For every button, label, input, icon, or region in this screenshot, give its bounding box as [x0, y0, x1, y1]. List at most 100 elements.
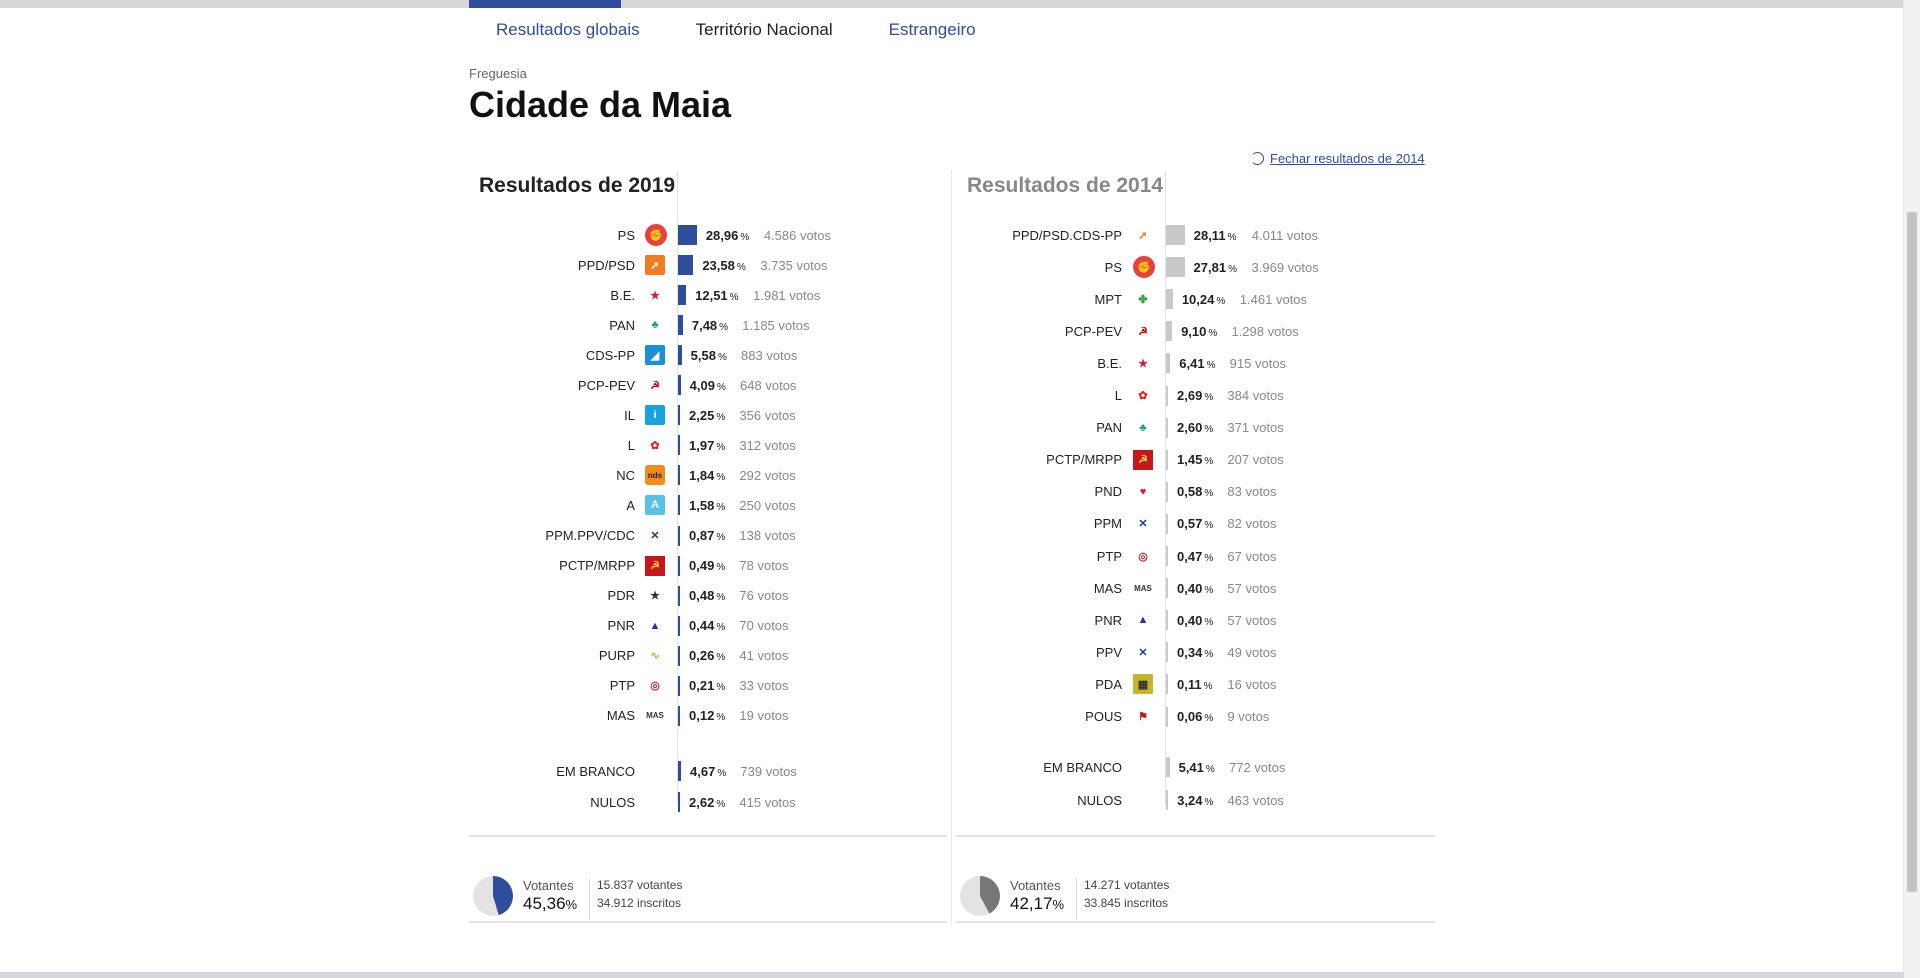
result-percentage: 0,34%	[1177, 644, 1214, 660]
turnout-label: Votantes	[1010, 878, 1061, 893]
pctp-icon: ☭	[1133, 449, 1153, 470]
result-bar	[1166, 257, 1185, 278]
party-name: MPT	[1094, 291, 1122, 307]
party-name: PPD/PSD.CDS-PP	[1012, 227, 1122, 243]
party-row: B.E. ★ 12,51% 1.981 votos	[469, 282, 949, 308]
result-votes: 76 votos	[739, 588, 789, 604]
party-name: PAN	[1096, 420, 1122, 436]
result-votes: 772 votos	[1229, 759, 1286, 775]
result-votes: 67 votos	[1227, 548, 1277, 564]
result-bar	[678, 495, 680, 516]
party-name: PDA	[1095, 676, 1122, 692]
result-bar	[678, 225, 697, 245]
party-row: A A 1,58% 250 votos	[469, 492, 949, 518]
be-icon: ★	[650, 289, 660, 302]
result-votes: 415 votos	[739, 794, 796, 810]
result-votes: 1.981 votos	[753, 287, 821, 303]
ppv-icon: ✕	[1138, 646, 1148, 659]
voters-count: 14.271 votantes	[1084, 878, 1170, 892]
result-percentage: 0,48%	[689, 588, 726, 604]
party-row: MAS MAS 0,40% 57 votos	[956, 575, 1436, 601]
result-votes: 250 votos	[739, 497, 796, 513]
party-name: PNR	[1094, 612, 1122, 628]
tab-territorio-nacional[interactable]: Território Nacional	[695, 20, 833, 39]
result-percentage: 0,11%	[1177, 676, 1213, 692]
party-name: PDR	[607, 588, 635, 604]
result-bar	[1166, 385, 1168, 406]
party-row: MPT ✤ 10,24% 1.461 votos	[956, 286, 1436, 312]
result-bar	[678, 255, 694, 276]
pctp-icon: ☭	[645, 555, 665, 576]
livre-icon: ✿	[650, 439, 660, 452]
panel-divider	[951, 170, 952, 925]
party-row: PPM.PPV/CDC ✕ 0,87% 138 votos	[469, 523, 949, 549]
livre-icon: ✿	[1138, 390, 1148, 402]
result-votes: 4.586 votos	[763, 227, 832, 243]
result-votes: 1.461 votos	[1239, 291, 1308, 307]
page-title: Cidade da Maia	[469, 84, 732, 125]
pous-icon: ⚑	[1138, 711, 1148, 723]
result-percentage: 10,24%	[1181, 291, 1226, 307]
party-name: PTP	[609, 678, 635, 694]
result-percentage: 0,06%	[1177, 709, 1214, 724]
result-percentage: 12,51%	[695, 287, 739, 303]
party-name: PCP-PEV	[1064, 323, 1122, 339]
party-row: L ✿ 1,97% 312 votos	[469, 432, 949, 458]
il-icon: i	[645, 405, 665, 426]
party-row: PS ✊ 27,81% 3.969 votos	[956, 254, 1436, 280]
result-votes: 207 votos	[1227, 452, 1284, 468]
pnd-icon: ♥	[1139, 485, 1147, 498]
turnout-label: Votantes	[523, 878, 574, 893]
result-bar	[1166, 757, 1170, 777]
result-votes: 9 votos	[1227, 709, 1270, 724]
pnr-icon: ▲	[649, 619, 661, 632]
result-percentage: 1,97%	[689, 437, 726, 453]
result-percentage: 5,58%	[690, 347, 727, 363]
party-row: NC nds 1,84% 292 votos	[469, 462, 949, 488]
turnout-summary: Votantes 42,17% 14.271 votantes 33.845 insc…	[956, 866, 1435, 936]
party-name: PCTP/MRPP	[1046, 452, 1122, 468]
party-row: PS ✊ 28,96% 4.586 votos	[469, 222, 949, 248]
party-name: PPD/PSD	[577, 257, 635, 273]
result-percentage: 0,12%	[689, 708, 726, 724]
result-bar	[1166, 449, 1168, 470]
result-votes: 16 votos	[1227, 676, 1277, 692]
party-row: L ✿ 2,69% 384 votos	[956, 383, 1436, 409]
pcp-icon: ☭	[1138, 325, 1148, 338]
result-percentage: 1,84%	[689, 467, 726, 483]
result-votes: 83 votos	[1227, 484, 1277, 500]
result-votes: 138 votos	[739, 528, 796, 543]
result-percentage: 9,10%	[1181, 323, 1218, 339]
turnout-divider	[589, 878, 590, 920]
alianca-icon: A	[645, 495, 665, 516]
result-votes: 384 votos	[1227, 388, 1284, 403]
close-link-label: Fechar resultados de 2014	[1270, 151, 1425, 166]
results-2014-heading: Resultados de 2014	[967, 174, 1164, 197]
result-bar	[678, 285, 687, 306]
pda-icon: ▦	[1133, 674, 1153, 695]
result-bar	[1166, 578, 1168, 599]
result-percentage: 1,45%	[1177, 452, 1214, 468]
party-name: CDS-PP	[585, 347, 635, 363]
result-votes: 33 votos	[739, 678, 789, 694]
scrollbar[interactable]	[1903, 0, 1920, 978]
scrollbar-thumb[interactable]	[1907, 212, 1917, 892]
turnout-divider	[1076, 878, 1077, 920]
result-bar	[1166, 790, 1169, 811]
turnout-pie	[960, 876, 1000, 916]
result-bar	[1166, 417, 1168, 438]
result-votes: 292 votos	[739, 467, 796, 483]
summary-row: EM BRANCO 5,41% 772 votos	[956, 754, 1436, 780]
tab-resultados-globais[interactable]: Resultados globais	[496, 20, 640, 39]
party-name: EM BRANCO	[556, 763, 635, 779]
result-percentage: 0,40%	[1177, 580, 1214, 596]
party-name: POUS	[1085, 709, 1122, 724]
close-2014-results-link[interactable]: Fechar resultados de 2014	[1251, 151, 1425, 166]
tab-estrangeiro[interactable]: Estrangeiro	[888, 20, 976, 39]
ptp-icon: ◎	[650, 680, 660, 693]
result-percentage: 2,60%	[1177, 420, 1214, 436]
result-bar	[1166, 481, 1168, 502]
result-bar	[678, 585, 680, 606]
party-name: PPM.PPV/CDC	[545, 528, 635, 543]
result-votes: 312 votos	[739, 437, 796, 453]
